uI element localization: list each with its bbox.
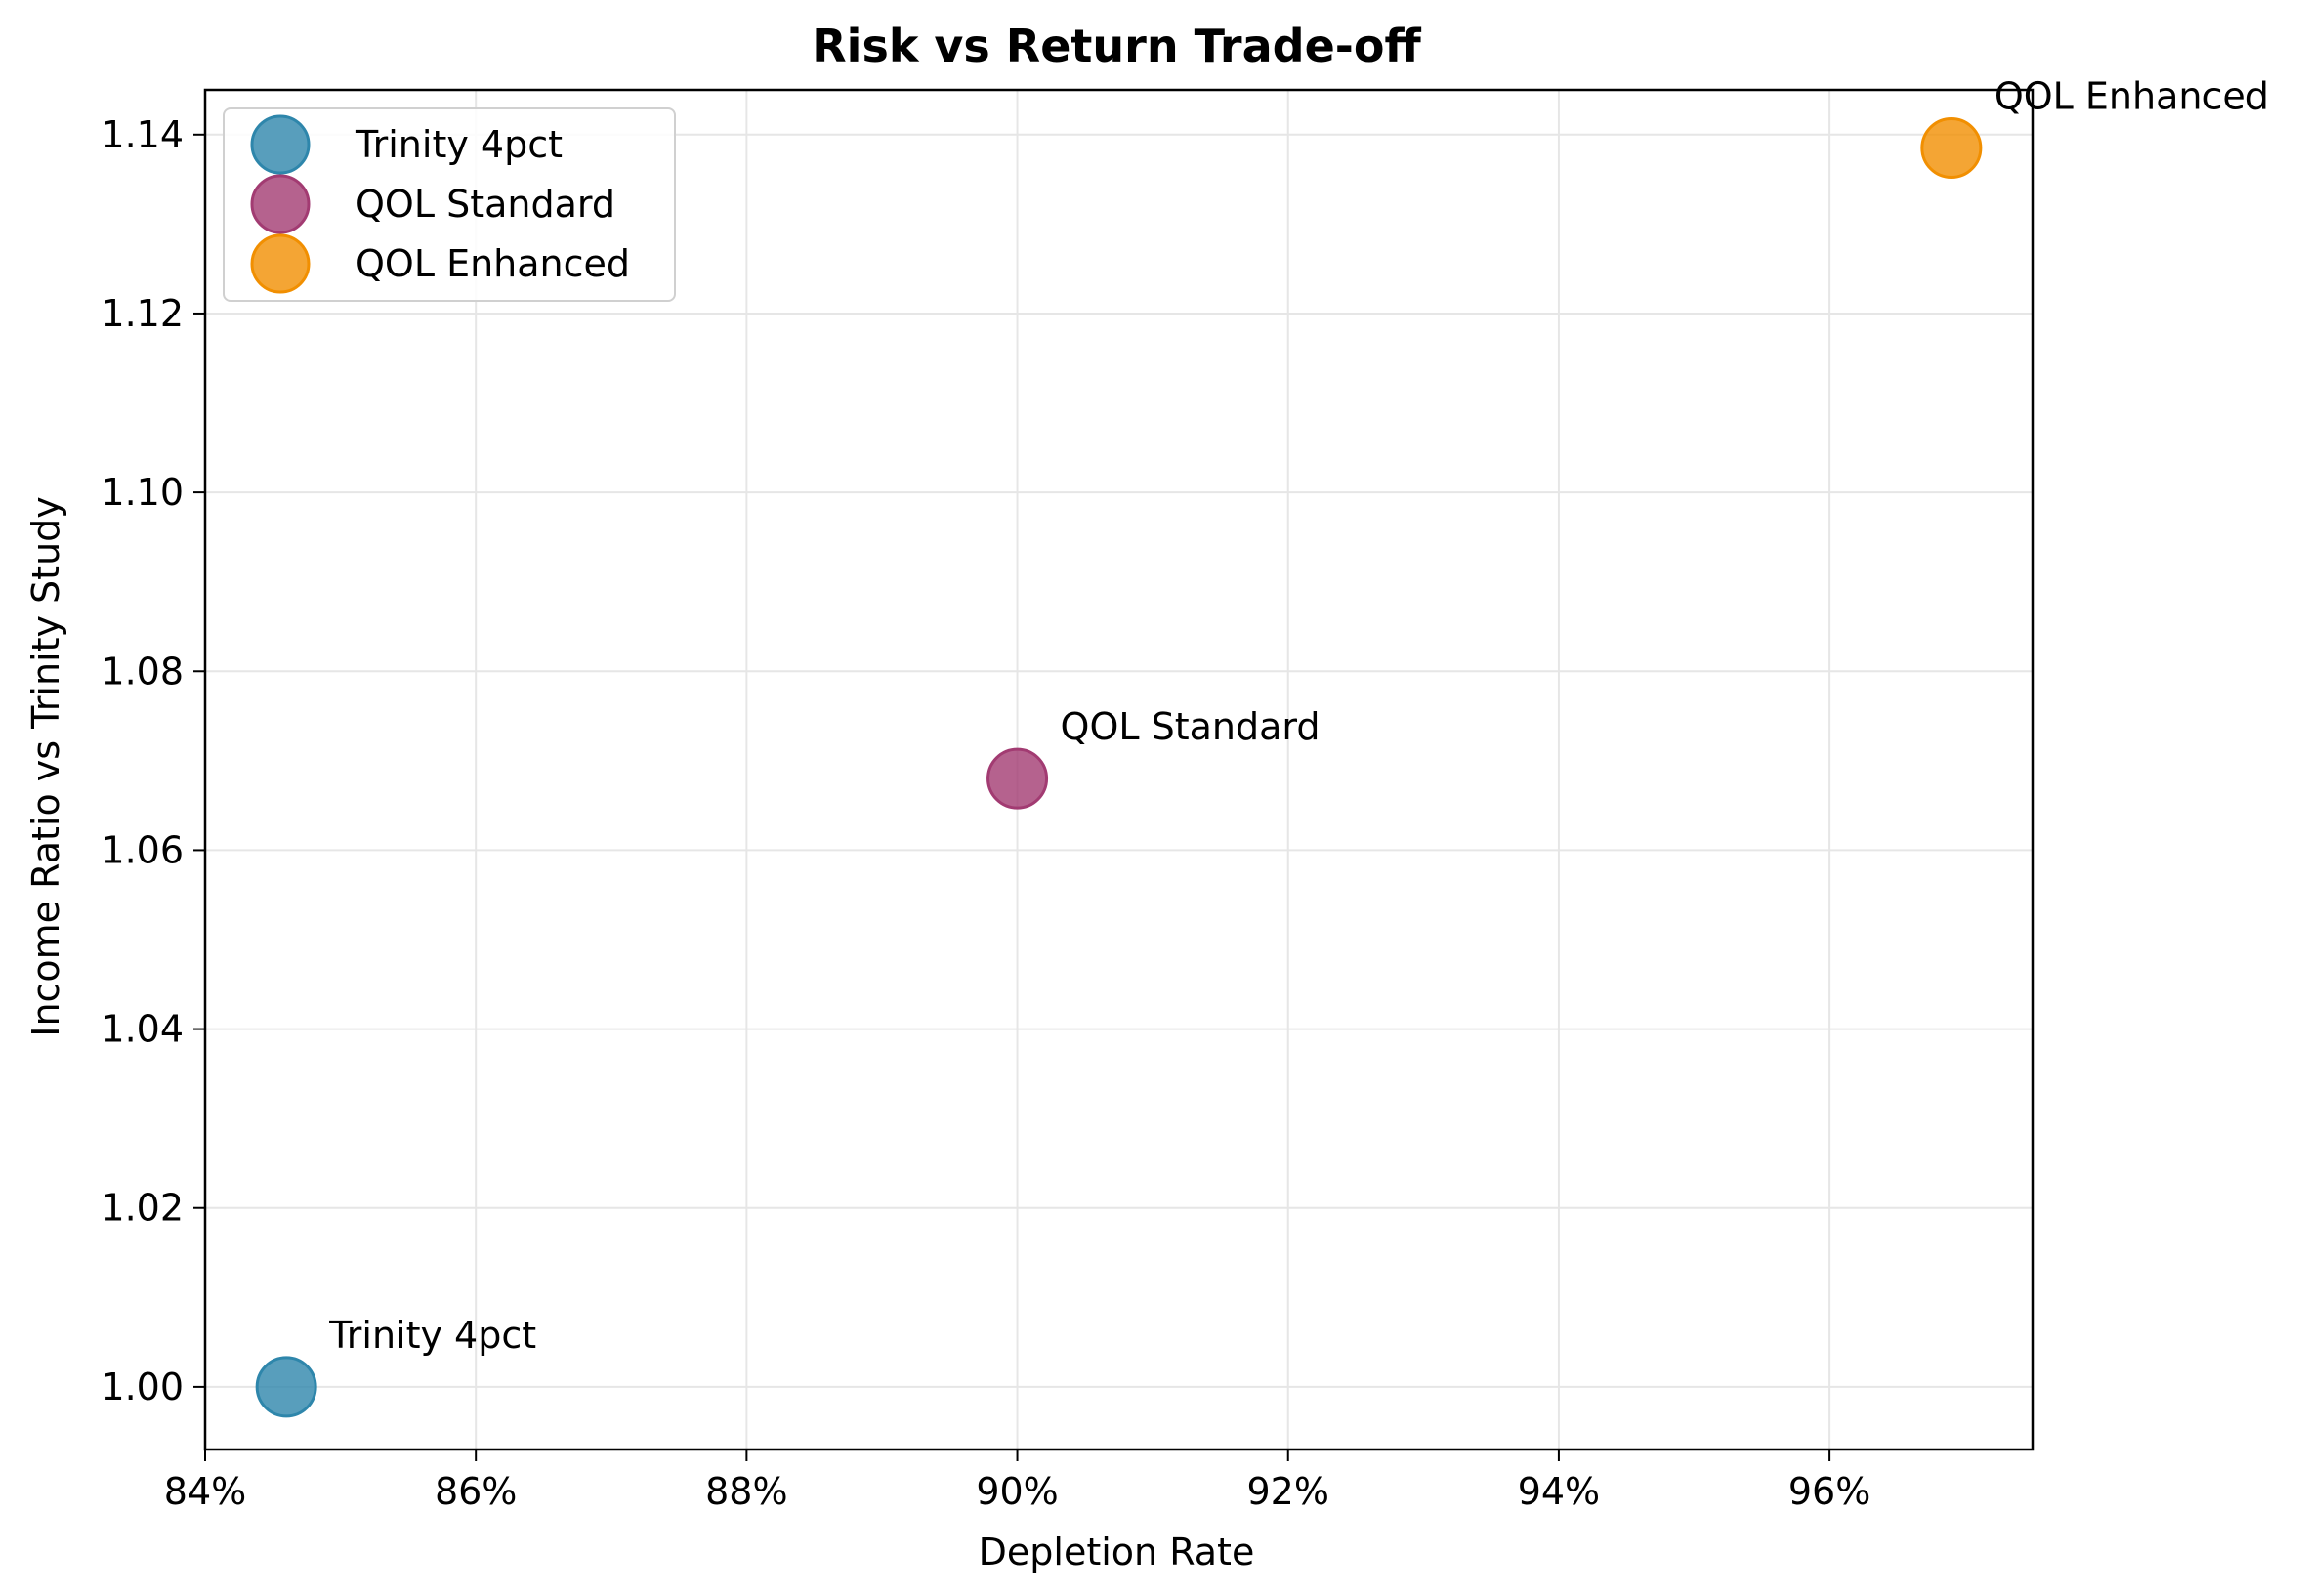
y-tick-label: 1.10 xyxy=(101,471,184,514)
grid xyxy=(204,90,2033,1449)
x-tick-label: 90% xyxy=(976,1470,1058,1513)
y-tick-label: 1.04 xyxy=(101,1008,184,1051)
y-tick-label: 1.00 xyxy=(101,1365,184,1408)
legend-marker xyxy=(250,174,311,234)
legend-marker xyxy=(250,233,311,294)
legend: Trinity 4pct QOL Standard QOL Enhanced xyxy=(223,107,676,302)
y-axis-ticks: 1.00 1.02 1.04 1.06 1.08 1.10 1.12 1.14 xyxy=(101,113,205,1408)
x-axis-label: Depletion Rate xyxy=(979,1531,1255,1574)
legend-marker xyxy=(250,114,311,175)
y-tick-label: 1.08 xyxy=(101,650,184,693)
point-annotation: Trinity 4pct xyxy=(328,1314,536,1357)
y-tick-label: 1.12 xyxy=(101,292,184,335)
legend-box xyxy=(223,107,676,302)
x-axis-ticks: 84% 86% 88% 90% 92% 94% 96% xyxy=(164,1449,1870,1513)
y-tick-label: 1.02 xyxy=(101,1187,184,1230)
chart-title: Risk vs Return Trade-off xyxy=(812,20,1421,72)
point-annotation: QOL Standard xyxy=(1061,705,1321,748)
y-tick-label: 1.14 xyxy=(101,113,184,156)
x-tick-label: 86% xyxy=(435,1470,517,1513)
legend-label: QOL Standard xyxy=(356,183,615,226)
legend-label: Trinity 4pct xyxy=(355,123,563,166)
plot-frame xyxy=(203,88,2035,1451)
x-tick-label: 84% xyxy=(164,1470,246,1513)
legend-label: QOL Enhanced xyxy=(356,242,630,285)
x-tick-label: 94% xyxy=(1518,1470,1600,1513)
data-point xyxy=(255,1356,317,1418)
y-axis-label: Income Ratio vs Trinity Study xyxy=(24,496,67,1037)
data-point xyxy=(1920,117,1983,180)
data-points xyxy=(255,117,1983,1418)
x-tick-label: 96% xyxy=(1788,1470,1870,1513)
point-annotation: QOL Enhanced xyxy=(1994,75,2269,118)
data-point xyxy=(986,747,1049,810)
x-tick-label: 92% xyxy=(1247,1470,1329,1513)
x-tick-label: 88% xyxy=(705,1470,787,1513)
y-tick-label: 1.06 xyxy=(101,828,184,871)
point-annotations: Trinity 4pct QOL Standard QOL Enhanced xyxy=(328,75,2269,1357)
